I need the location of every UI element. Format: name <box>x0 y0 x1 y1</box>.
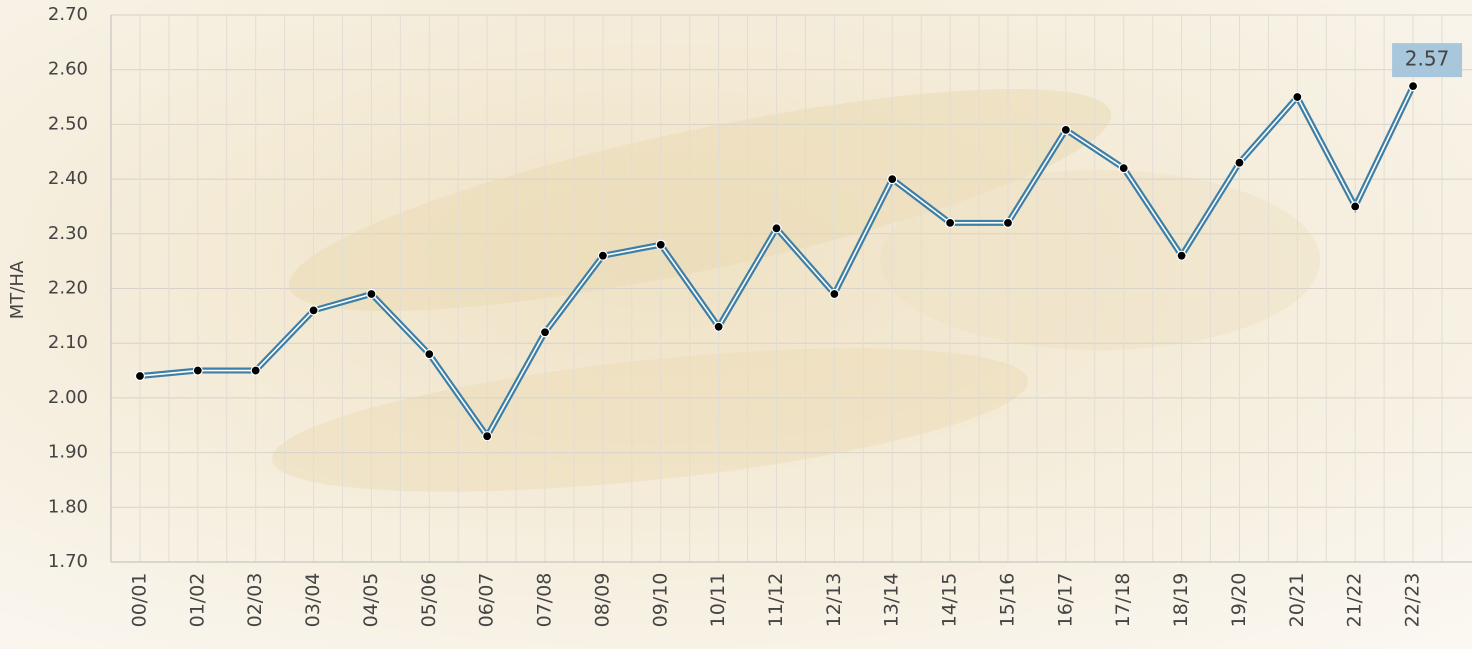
x-tick-label: 12/13 <box>823 573 845 628</box>
point <box>1176 250 1187 261</box>
x-tick-label: 18/19 <box>1170 573 1192 628</box>
x-tick-label: 19/20 <box>1228 573 1250 628</box>
y-tick-label: 1.70 <box>48 551 88 572</box>
x-tick-label: 04/05 <box>360 573 382 628</box>
decor <box>272 348 1028 492</box>
x-tick-label: 20/21 <box>1286 573 1308 628</box>
y-tick-label: 2.20 <box>48 278 88 299</box>
x-tick-label: 06/07 <box>476 573 498 628</box>
value-label: 2.57 <box>1405 47 1450 71</box>
y-tick-label: 2.70 <box>48 4 88 25</box>
point <box>1118 163 1129 174</box>
x-tick-label: 16/17 <box>1054 573 1076 628</box>
point <box>597 250 608 261</box>
y-tick-label: 2.60 <box>48 59 88 80</box>
x-tick-label: 00/01 <box>128 573 150 628</box>
point <box>308 305 319 316</box>
x-tick-label: 07/08 <box>534 573 556 628</box>
point <box>945 217 956 228</box>
x-tick-label: 02/03 <box>244 573 266 628</box>
decor <box>880 170 1320 350</box>
point <box>134 370 146 382</box>
point <box>1060 124 1071 135</box>
point <box>655 239 666 250</box>
point <box>1234 157 1245 168</box>
point <box>829 288 840 300</box>
point <box>192 365 203 376</box>
x-tick-label: 09/10 <box>649 573 671 628</box>
y-tick-label: 2.50 <box>48 113 88 134</box>
point <box>366 288 377 300</box>
x-tick-label: 21/22 <box>1344 573 1366 628</box>
point <box>1292 91 1303 103</box>
y-tick-label: 1.90 <box>48 442 88 463</box>
x-tick-label: 08/09 <box>591 573 613 628</box>
y-tick-label: 2.30 <box>48 223 88 244</box>
x-tick-label: 15/16 <box>996 573 1018 628</box>
point <box>539 327 551 338</box>
y-tick-label: 2.40 <box>48 168 88 189</box>
x-tick-label: 05/06 <box>418 573 440 628</box>
point <box>1002 217 1014 228</box>
x-tick-label: 10/11 <box>707 573 729 628</box>
x-tick-label: 17/18 <box>1112 573 1134 628</box>
point <box>1407 81 1419 92</box>
x-tick-label: 01/02 <box>186 573 208 628</box>
point <box>887 174 898 185</box>
value-label-box <box>1392 43 1463 78</box>
y-tick-label: 1.80 <box>48 496 88 517</box>
x-tick-label: 11/12 <box>765 573 787 628</box>
decor <box>288 89 1112 311</box>
y-tick-label: 2.00 <box>48 387 88 408</box>
x-tick-label: 14/15 <box>939 573 961 628</box>
x-tick-label: 22/23 <box>1402 573 1424 628</box>
x-tick-label: 13/14 <box>881 573 903 628</box>
point <box>1350 201 1361 212</box>
y-axis-title: MT/HA <box>7 260 28 319</box>
point <box>482 431 493 442</box>
point <box>424 349 435 360</box>
point <box>771 223 782 234</box>
x-tick-label: 03/04 <box>302 573 324 628</box>
y-tick-label: 2.10 <box>48 332 88 353</box>
point <box>250 365 261 376</box>
point <box>713 321 724 332</box>
